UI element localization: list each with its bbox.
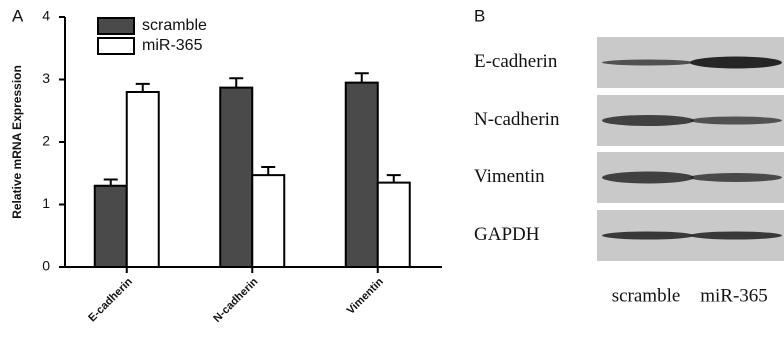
bar — [127, 92, 159, 267]
blot-band — [690, 57, 782, 69]
bar — [346, 83, 378, 267]
blot-row-label: GAPDH — [474, 224, 540, 245]
blot-lane-label: miR-365 — [700, 285, 768, 306]
panel-label: B — [474, 6, 485, 25]
legend-swatch — [98, 18, 134, 34]
blot-band — [602, 172, 694, 184]
bar — [252, 175, 284, 267]
y-tick-label: 3 — [42, 70, 50, 86]
legend-label: scramble — [142, 17, 207, 34]
blot-band — [690, 232, 782, 240]
blot-band — [690, 117, 782, 125]
x-tick-label: E-cadherin — [86, 276, 135, 325]
western-blot: E-cadherin N-cadherin Vimentin GAPDH scrambl… — [474, 37, 784, 306]
y-axis-label: Relative mRNA Expression — [10, 65, 24, 219]
bar — [220, 88, 252, 267]
x-tick-label: Vimentin — [345, 276, 386, 317]
bar — [378, 183, 410, 267]
blot-band — [602, 232, 694, 240]
blot-band — [602, 60, 694, 66]
panel-label: A — [12, 6, 24, 25]
y-tick-label: 0 — [42, 258, 50, 274]
figure: A B Relative mRNA Expression E-cadherin N… — [0, 0, 784, 349]
y-tick-label: 4 — [42, 8, 50, 24]
x-tick-label: N-cadherin — [211, 276, 260, 325]
legend-label: miR-365 — [142, 37, 203, 54]
y-tick-label: 1 — [42, 195, 50, 211]
blot-row-label: E-cadherin — [474, 51, 558, 72]
legend-swatch — [98, 38, 134, 54]
blot-row-label: N-cadherin — [474, 109, 560, 130]
blot-band — [690, 173, 782, 182]
blot-lane-label: scramble — [612, 285, 681, 306]
bar — [95, 186, 127, 267]
y-tick-label: 2 — [42, 133, 50, 149]
blot-band — [602, 115, 694, 126]
blot-row-label: Vimentin — [474, 166, 545, 187]
